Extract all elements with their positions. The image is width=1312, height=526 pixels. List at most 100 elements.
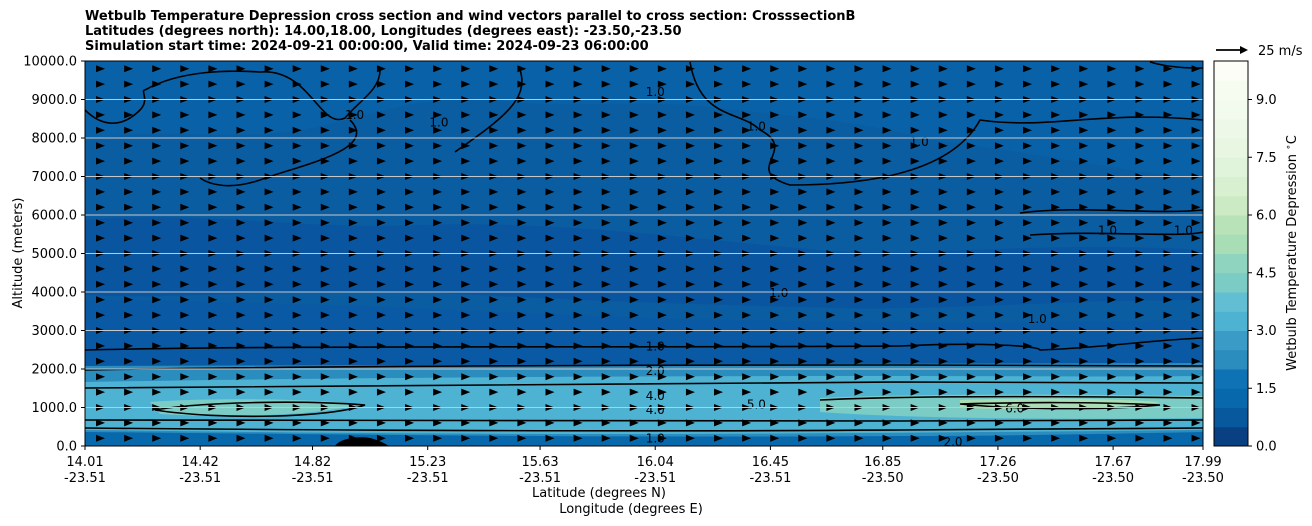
wind-arrow (376, 126, 386, 134)
wind-arrow (601, 126, 611, 134)
wind-arrow (685, 65, 695, 73)
wind-arrow (826, 65, 836, 73)
wind-arrow (236, 419, 246, 427)
wind-arrow (1051, 142, 1061, 150)
wind-arrow (405, 80, 415, 88)
wind-arrow (320, 126, 330, 134)
wind-arrow (292, 234, 302, 242)
wind-arrow (742, 219, 752, 227)
wind-arrow (1051, 188, 1061, 196)
wind-arrow (433, 265, 443, 273)
wind-arrow (629, 219, 639, 227)
wind-arrow (882, 311, 892, 319)
wind-arrow (124, 65, 134, 73)
wind-arrow (545, 157, 555, 165)
wind-arrow (1107, 188, 1117, 196)
wind-arrow (685, 219, 695, 227)
wind-arrow (1079, 357, 1089, 365)
wind-arrow (685, 188, 695, 196)
quiver-key-label: 25 m/s (1258, 44, 1303, 59)
wind-arrow (489, 111, 499, 119)
colorbar-band (1214, 118, 1248, 139)
wind-arrow (264, 203, 274, 211)
wind-arrow (714, 157, 724, 165)
wind-arrow (292, 188, 302, 196)
wind-arrow (994, 65, 1004, 73)
wind-arrow (601, 157, 611, 165)
wind-arrow (96, 419, 106, 427)
wind-arrow (433, 388, 443, 396)
wind-arrow (938, 265, 948, 273)
wind-arrow (826, 419, 836, 427)
chart-title-line1: Wetbulb Temperature Depression cross sec… (85, 9, 856, 24)
wind-arrow (489, 142, 499, 150)
wind-arrow (517, 280, 527, 288)
wind-arrow (545, 373, 555, 381)
wind-arrow (714, 388, 724, 396)
wind-arrow (798, 234, 808, 242)
wind-arrow (1079, 111, 1089, 119)
wind-arrow (657, 126, 667, 134)
wind-arrow (1191, 280, 1201, 288)
quiver-key-arrowhead (1240, 46, 1248, 54)
wind-arrow (966, 111, 976, 119)
wind-arrow (96, 234, 106, 242)
contour-label: 2.0 (646, 364, 665, 378)
wind-arrow (601, 311, 611, 319)
wind-arrow (854, 357, 864, 365)
colorbar-frame (1213, 60, 1249, 447)
x-tick-label-lon: -23.51 (179, 471, 221, 486)
wind-arrow (264, 142, 274, 150)
wind-arrow (826, 388, 836, 396)
wind-arrow (994, 126, 1004, 134)
contour-label: 1.0 (646, 340, 665, 354)
wind-arrow (1023, 296, 1033, 304)
wind-arrow (994, 219, 1004, 227)
wind-arrow (994, 80, 1004, 88)
wind-arrow (1023, 280, 1033, 288)
wind-arrow (376, 157, 386, 165)
wind-arrow (461, 219, 471, 227)
wind-arrow (124, 388, 134, 396)
wind-arrow (826, 357, 836, 365)
wind-arrow (292, 203, 302, 211)
wind-arrow (685, 373, 695, 381)
wind-arrow (685, 265, 695, 273)
wind-arrow (657, 188, 667, 196)
wind-arrow (742, 234, 752, 242)
wind-arrow (882, 111, 892, 119)
wind-arrow (601, 296, 611, 304)
wind-arrow (798, 157, 808, 165)
wind-arrow (1079, 296, 1089, 304)
x-tick-label-lat: 17.67 (1095, 455, 1132, 470)
wind-arrow (236, 280, 246, 288)
wind-arrow (1107, 111, 1117, 119)
wind-arrow (601, 265, 611, 273)
wind-arrow (798, 373, 808, 381)
wind-arrow (236, 373, 246, 381)
x-tick-label-lon: -23.50 (977, 471, 1019, 486)
colorbar-tick-label: 7.5 (1256, 151, 1277, 166)
wind-arrow (124, 373, 134, 381)
wind-arrow (96, 357, 106, 365)
wind-arrow (854, 234, 864, 242)
wind-arrow (545, 111, 555, 119)
wind-arrow (1191, 388, 1201, 396)
wind-arrow (910, 373, 920, 381)
wind-arrow (292, 419, 302, 427)
wind-arrow (545, 234, 555, 242)
contour-line-1-top-far-west (85, 89, 146, 124)
wind-arrow (1079, 80, 1089, 88)
wind-arrow (180, 388, 190, 396)
wind-arrow (938, 373, 948, 381)
wind-arrow (882, 157, 892, 165)
wind-arrow (770, 296, 780, 304)
wind-arrow (376, 357, 386, 365)
wind-arrow (208, 373, 218, 381)
wind-arrow (938, 111, 948, 119)
wind-arrow (1163, 434, 1173, 442)
wind-arrow (517, 188, 527, 196)
wind-arrow (601, 80, 611, 88)
wind-arrow (517, 357, 527, 365)
wind-arrow (1079, 234, 1089, 242)
